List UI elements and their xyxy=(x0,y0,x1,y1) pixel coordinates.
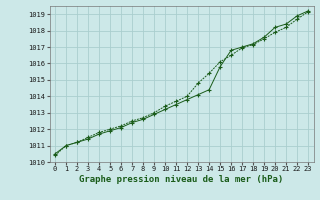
X-axis label: Graphe pression niveau de la mer (hPa): Graphe pression niveau de la mer (hPa) xyxy=(79,175,284,184)
